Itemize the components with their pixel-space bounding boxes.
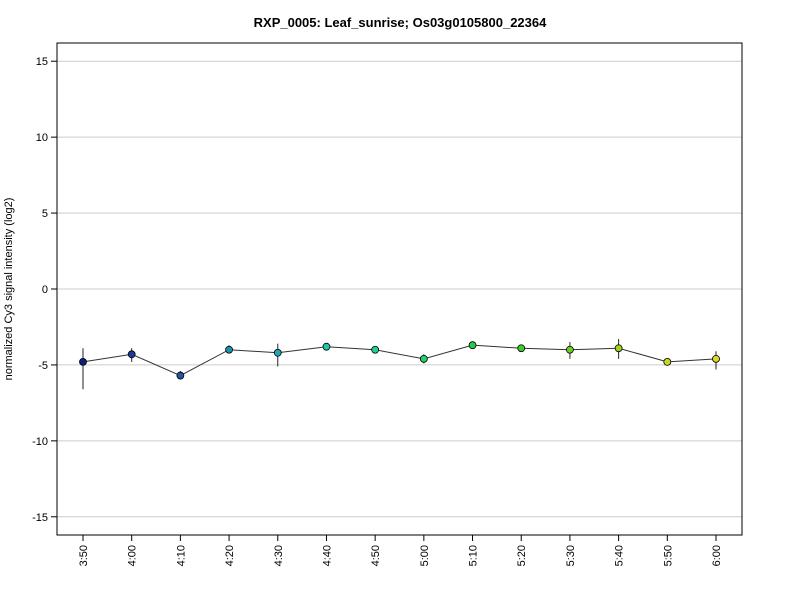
x-tick-label: 5:50 bbox=[662, 545, 674, 566]
data-point bbox=[468, 341, 477, 350]
x-tick-label: 4:00 bbox=[127, 545, 139, 566]
data-point bbox=[176, 371, 185, 380]
y-axis: -15 -10 -5 0 5 10 15 bbox=[32, 56, 57, 524]
x-tick-label: 4:10 bbox=[175, 545, 187, 566]
y-tick-label: 15 bbox=[36, 56, 48, 68]
data-point bbox=[517, 344, 526, 353]
data-point bbox=[614, 344, 623, 353]
y-tick-label: 10 bbox=[36, 132, 48, 144]
data-point bbox=[566, 345, 574, 354]
x-tick-label: 4:30 bbox=[273, 545, 285, 566]
x-tick-label: 6:00 bbox=[711, 545, 723, 566]
grid-lines bbox=[57, 60, 742, 518]
y-axis-label: normalized Cy3 signal intensity (log2) bbox=[3, 198, 15, 381]
y-tick-label: -5 bbox=[38, 360, 48, 372]
x-tick-label: 4:20 bbox=[224, 545, 236, 566]
x-tick-label: 5:30 bbox=[565, 545, 577, 566]
data-point bbox=[371, 345, 380, 354]
data-point bbox=[225, 345, 233, 354]
data-point bbox=[127, 350, 136, 359]
x-tick-label: 4:40 bbox=[321, 545, 333, 566]
data-point bbox=[322, 342, 331, 351]
x-tick-label: 3:50 bbox=[78, 545, 90, 566]
data-point bbox=[663, 357, 672, 366]
data-point bbox=[273, 348, 282, 357]
data-point bbox=[712, 354, 720, 363]
y-tick-label: -15 bbox=[32, 512, 48, 524]
y-tick-label: 0 bbox=[42, 284, 48, 296]
data-point bbox=[79, 357, 87, 366]
series-line bbox=[82, 344, 717, 377]
data-points bbox=[79, 341, 720, 380]
x-axis: 3:50 4:00 4:10 4:20 4:30 4:40 4:50 5:00 5:10 5:20… bbox=[78, 534, 723, 566]
x-tick-label: 5:10 bbox=[468, 545, 480, 566]
x-tick-label: 5:40 bbox=[614, 545, 626, 566]
y-tick-label: -10 bbox=[32, 436, 48, 448]
y-tick-label: 5 bbox=[42, 208, 48, 220]
x-tick-label: 5:00 bbox=[419, 545, 431, 566]
chart-title: RXP_0005: Leaf_sunrise; Os03g0105800_223… bbox=[254, 15, 547, 30]
data-point bbox=[419, 354, 428, 363]
x-tick-label: 5:20 bbox=[516, 545, 528, 566]
x-tick-label: 4:50 bbox=[370, 545, 382, 566]
